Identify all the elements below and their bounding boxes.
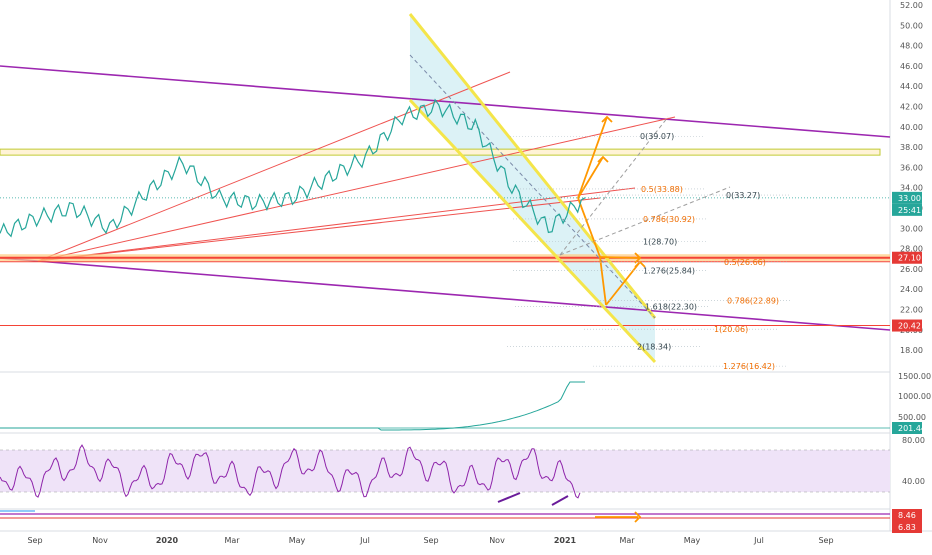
price-tick-label: 46.00 [900, 62, 923, 71]
projection-arrow [577, 156, 604, 199]
rsi-series-line [0, 444, 581, 499]
time-tick-label: Jul [753, 536, 764, 545]
channel-fill [410, 14, 655, 362]
fib-label: 1(20.06) [714, 325, 748, 334]
price-badge-label: 33.00 [898, 194, 921, 203]
arrow-head [601, 115, 613, 123]
rsi-divergence-line [551, 495, 569, 506]
volume-tick-label: 1000.00 [898, 392, 931, 401]
price-tick-label: 18.00 [900, 346, 923, 355]
time-tick-label: May [289, 536, 306, 545]
time-tick-label: Nov [92, 536, 108, 545]
rsi-tick-label: 40.00 [902, 477, 925, 486]
price-tick-label: 38.00 [900, 143, 923, 152]
fib-label: 1(28.70) [643, 237, 677, 246]
time-tick-label: Sep [27, 536, 42, 545]
price-tick-label: 24.00 [900, 285, 923, 294]
price-tick-label: 28.00 [900, 245, 923, 254]
price-tick-label: 40.00 [900, 123, 923, 132]
price-badge [892, 251, 922, 264]
fib-label: 0.786(22.89) [727, 296, 779, 305]
resistance-band [0, 148, 881, 156]
price-tick-label: 30.00 [900, 224, 923, 233]
price-badge-label: 8.46 [898, 511, 916, 520]
price-badge-label: 6.83 [898, 523, 916, 532]
price-badge [892, 422, 922, 434]
fib-label: 1.276(16.42) [723, 362, 775, 371]
volume-tick-label: 500.00 [898, 413, 926, 422]
projection-arrow [599, 256, 641, 259]
rsi-tick-label: 80.00 [902, 436, 925, 445]
channel-midline [409, 54, 656, 319]
time-tick-label: May [684, 536, 701, 545]
price-tick-label: 48.00 [900, 42, 923, 51]
projection-line [559, 186, 731, 256]
price-tick-label: 44.00 [900, 82, 923, 91]
time-tick-label: Jul [359, 536, 370, 545]
fib-label: 0.786(30.92) [643, 215, 695, 224]
price-tick-label: 50.00 [900, 21, 923, 30]
price-badge [892, 319, 922, 332]
red-fan-line [37, 71, 511, 262]
fib-label: 0(33.27) [726, 191, 760, 200]
fib-label: 0(39.07) [640, 132, 674, 141]
price-badge [892, 191, 922, 204]
channel-border [408, 13, 657, 319]
price-tick-label: 22.00 [900, 306, 923, 315]
fib-label: 2(18.34) [637, 343, 671, 352]
fib-label: 1.618(22.30) [645, 302, 697, 311]
fib-label: 1.276(25.84) [643, 267, 695, 276]
price-badge [892, 521, 922, 533]
rsi-band-fill [0, 450, 890, 492]
arrow-head [597, 155, 609, 163]
price-tick-label: 26.00 [900, 265, 923, 274]
price-badge [892, 509, 922, 521]
time-tick-label: 2021 [554, 536, 577, 545]
price-tick-label: 36.00 [900, 163, 923, 172]
price-tick-label: 52.00 [900, 1, 923, 10]
fib-label: 0.5(33.88) [641, 185, 683, 194]
projection-arrow [599, 256, 607, 306]
time-tick-label: 2020 [156, 536, 179, 545]
arrow-head [634, 252, 642, 264]
price-tick-label: 42.00 [900, 103, 923, 112]
purple-trendline [0, 65, 891, 138]
price-badge [892, 203, 922, 216]
price-badge-label: 25:41 [898, 206, 921, 215]
time-tick-label: Sep [818, 536, 833, 545]
price-badge-label: 27.10 [898, 254, 921, 263]
purple-trendline [0, 257, 891, 331]
volume-tick-label: 1500.00 [898, 372, 931, 381]
rsi-divergence-line [497, 492, 521, 503]
arrow-head [634, 511, 642, 523]
red-fan-line [37, 187, 636, 262]
time-tick-label: Mar [224, 536, 240, 545]
projection-arrow [605, 261, 641, 306]
price-tick-label: 34.00 [900, 184, 923, 193]
projection-arrow [577, 116, 608, 199]
red-fan-line [37, 197, 601, 262]
time-tick-label: Nov [489, 536, 505, 545]
time-tick-label: Mar [619, 536, 635, 545]
time-tick-label: Sep [423, 536, 438, 545]
price-badge-label: 201.44 [898, 424, 926, 433]
channel-border [408, 98, 657, 364]
projection-line [559, 116, 669, 256]
red-fan-line [37, 116, 676, 262]
price-series-line [0, 98, 586, 238]
fib-label: 0.5(26.66) [724, 258, 766, 267]
price-badge-label: 20.42 [898, 322, 921, 331]
projection-arrow [577, 197, 601, 258]
